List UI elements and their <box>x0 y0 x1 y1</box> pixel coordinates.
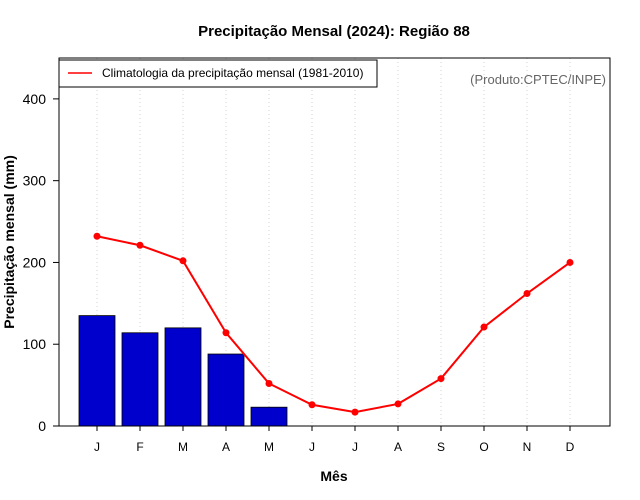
data-point <box>480 323 488 331</box>
x-tick-label: F <box>136 440 143 454</box>
bar <box>207 353 245 427</box>
x-tick-label: M <box>178 440 188 454</box>
bar <box>121 332 159 427</box>
data-point <box>351 408 359 416</box>
y-tick-label: 0 <box>38 418 46 434</box>
series-line <box>96 235 571 414</box>
bar <box>78 315 116 427</box>
data-point <box>437 375 445 383</box>
y-tick-label: 300 <box>23 173 47 189</box>
x-tick-label: J <box>309 440 315 454</box>
x-tick-label: S <box>437 440 445 454</box>
x-tick-label: N <box>523 440 532 454</box>
legend-box <box>58 59 378 88</box>
x-tick-label: A <box>394 440 402 454</box>
y-tick-label: 100 <box>23 336 47 352</box>
data-point <box>523 290 531 298</box>
data-point <box>394 400 402 408</box>
data-point <box>179 257 187 265</box>
data-point <box>136 241 144 249</box>
y-axis-title: Precipitação mensal (mm) <box>1 155 17 329</box>
climatology-line <box>93 232 574 416</box>
chart-title: Precipitação Mensal (2024): Região 88 <box>198 23 470 40</box>
data-point <box>566 258 574 266</box>
legend-label: Climatologia da precipitação mensal (198… <box>102 66 363 80</box>
x-tick-label: M <box>264 440 274 454</box>
data-point <box>222 329 230 337</box>
x-tick-label: J <box>94 440 100 454</box>
legend: Climatologia da precipitação mensal (198… <box>58 59 378 88</box>
x-tick-label: A <box>222 440 230 454</box>
bar <box>164 327 202 427</box>
x-tick-label: J <box>352 440 358 454</box>
y-tick-label: 400 <box>23 91 47 107</box>
plot-frame <box>58 57 611 427</box>
x-tick-label: D <box>566 440 575 454</box>
y-tick-label: 200 <box>23 254 47 270</box>
credit-annotation: (Produto:CPTEC/INPE) <box>470 72 606 87</box>
x-axis-title: Mês <box>320 468 347 484</box>
bars <box>78 315 288 427</box>
data-point <box>265 379 273 387</box>
bar <box>250 406 288 427</box>
y-axis: 0 100 200 300 400 <box>23 91 59 434</box>
x-tick-label: O <box>479 440 488 454</box>
data-point <box>308 401 316 409</box>
data-point <box>93 232 101 240</box>
